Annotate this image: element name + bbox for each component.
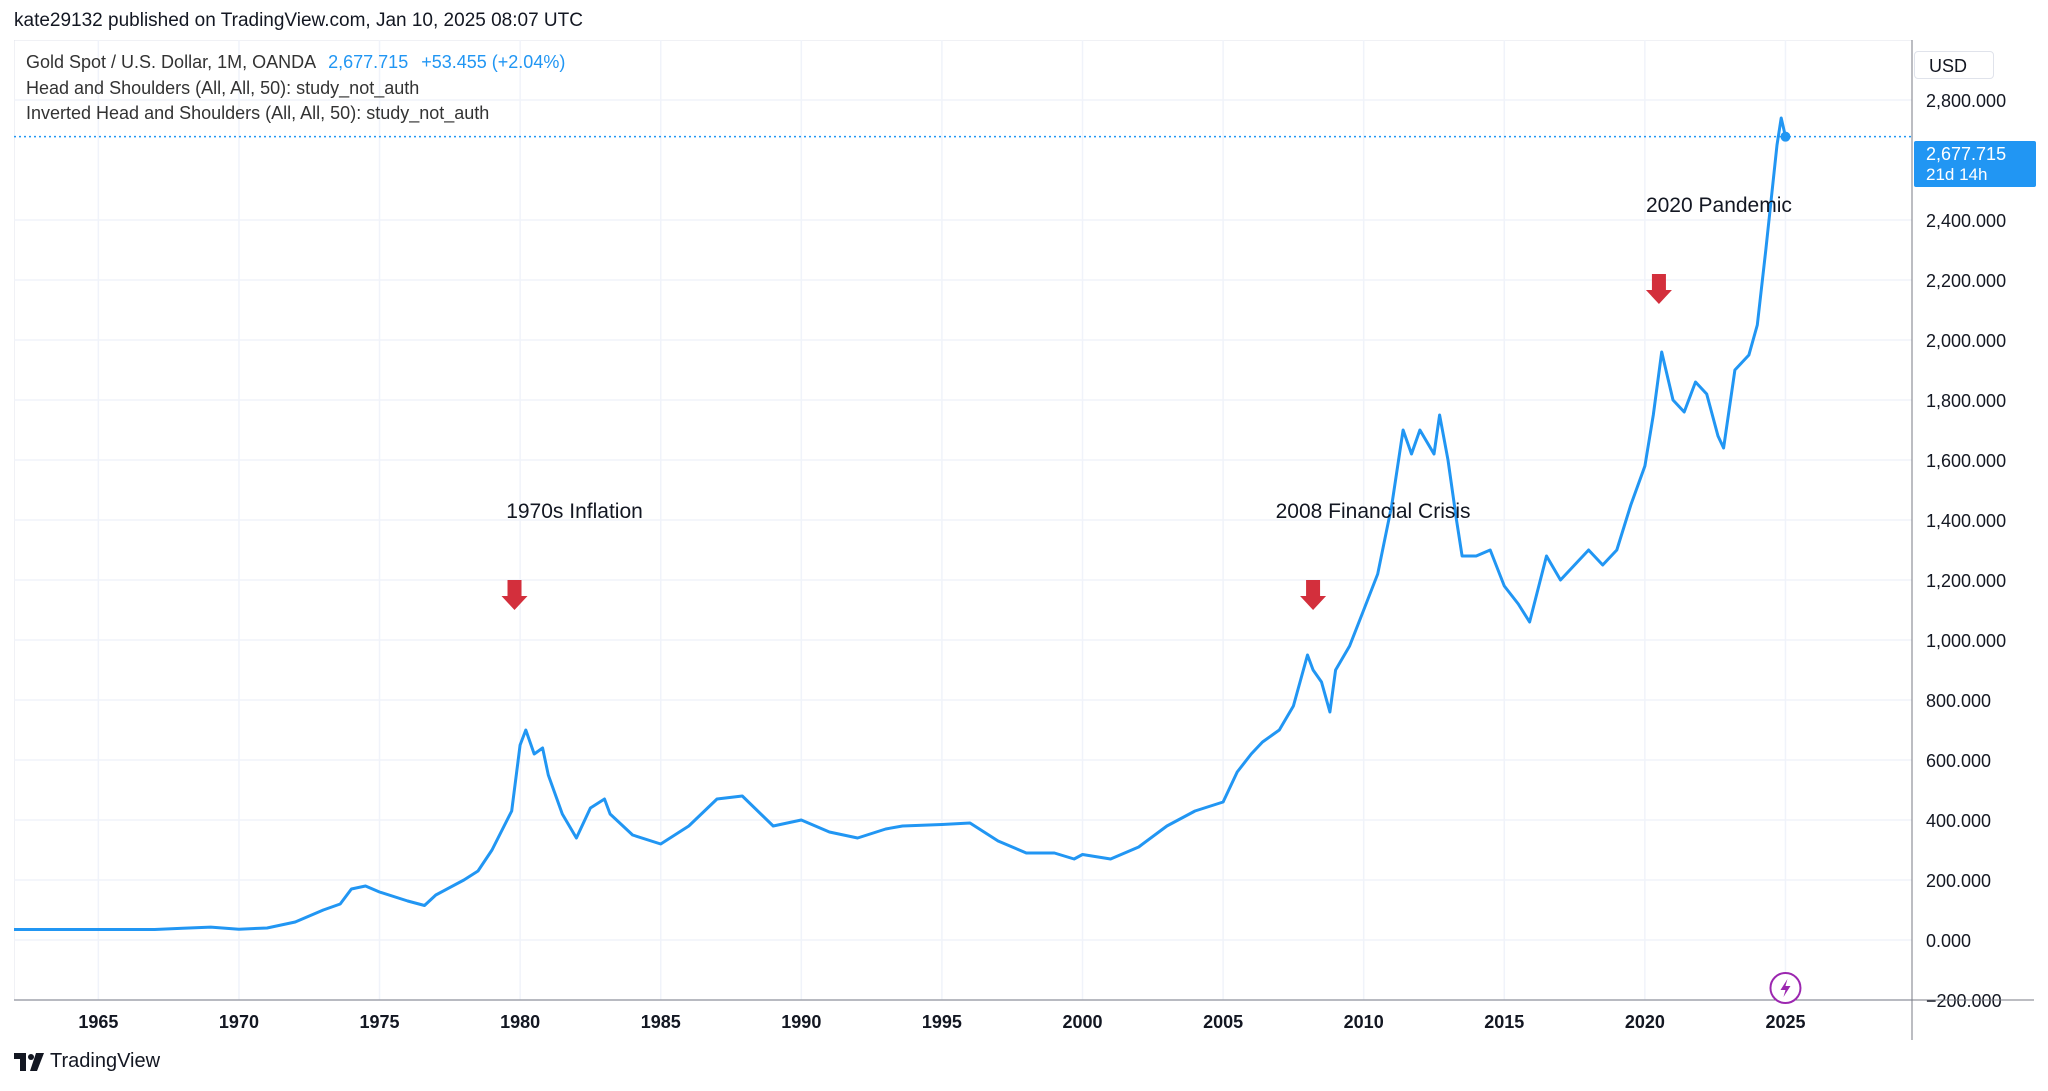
- x-tick-label: 2015: [1484, 1012, 1524, 1032]
- annotation-label[interactable]: 2020 Pandemic: [1645, 194, 1792, 217]
- y-tick-label: 1,200.000: [1926, 571, 2006, 591]
- price-change: +53.455 (+2.04%): [421, 52, 566, 72]
- annotation-label[interactable]: 2008 Financial Crisis: [1275, 500, 1471, 523]
- price-chart[interactable]: −200.000 0.000 200.000 400.000 600.000 800.00…: [14, 40, 2034, 1040]
- tradingview-logo-icon: [14, 1052, 44, 1071]
- y-tick-label: 1,000.000: [1926, 631, 2006, 651]
- x-tick-label: 1995: [922, 1012, 962, 1032]
- chart-frame: −200.000 0.000 200.000 400.000 600.000 800.00…: [14, 40, 2034, 1040]
- study-head-and-shoulders[interactable]: Head and Shoulders (All, All, 50): study…: [26, 78, 420, 98]
- x-tick-label: 2025: [1765, 1012, 1805, 1032]
- x-tick-label: 1965: [78, 1012, 118, 1032]
- price-series-line[interactable]: [14, 116, 1787, 931]
- y-tick-label: 2,400.000: [1926, 211, 2006, 231]
- legend-symbol-row[interactable]: Gold Spot / U.S. Dollar, 1M, OANDA 2,677…: [26, 52, 565, 73]
- last-price-label: 2,677.715 21d 14h: [1914, 141, 2036, 187]
- y-tick-label: 1,600.000: [1926, 451, 2006, 471]
- y-tick-label: 1,800.000: [1926, 391, 2006, 411]
- tradingview-logo[interactable]: TradingView: [14, 1050, 160, 1073]
- last-point-marker: [1780, 131, 1791, 142]
- study-inverted-head-and-shoulders[interactable]: Inverted Head and Shoulders (All, All, 5…: [26, 103, 490, 123]
- x-tick-label: 1970: [219, 1012, 259, 1032]
- x-tick-label: 2005: [1203, 1012, 1243, 1032]
- y-tick-label: 400.000: [1926, 811, 1991, 831]
- arrow-down-icon: [1645, 274, 1672, 304]
- x-tick-label: 1990: [781, 1012, 821, 1032]
- y-tick-label: 1,400.000: [1926, 511, 2006, 531]
- arrow-down-icon: [501, 580, 528, 610]
- last-price: 2,677.715: [328, 52, 409, 72]
- y-tick-label: 0.000: [1926, 931, 1971, 951]
- arrow-down-icon: [1300, 580, 1327, 610]
- bar-countdown: 21d 14h: [1926, 165, 1988, 184]
- currency-button[interactable]: USD: [1914, 51, 1994, 79]
- brand-name: TradingView: [50, 1050, 161, 1072]
- last-price-value: 2,677.715: [1926, 144, 2007, 164]
- y-tick-label: 800.000: [1926, 691, 1991, 711]
- y-tick-label: 2,000.000: [1926, 331, 2006, 351]
- x-tick-label: 1985: [641, 1012, 681, 1032]
- x-tick-label: 2010: [1344, 1012, 1384, 1032]
- y-tick-label: 2,200.000: [1926, 271, 2006, 291]
- x-tick-label: 1975: [360, 1012, 400, 1032]
- y-tick-label: 600.000: [1926, 751, 1991, 771]
- x-tick-label: 1980: [500, 1012, 540, 1032]
- annotation-label[interactable]: 1970s Inflation: [506, 500, 643, 523]
- x-tick-label: 2020: [1625, 1012, 1665, 1032]
- published-info: kate29132 published on TradingView.com, …: [14, 10, 583, 31]
- x-tick-label: 2000: [1062, 1012, 1102, 1032]
- y-tick-label: 2,800.000: [1926, 91, 2006, 111]
- y-tick-label: −200.000: [1926, 991, 2002, 1011]
- lightning-glyph: [1780, 979, 1791, 997]
- y-tick-label: 200.000: [1926, 871, 1991, 891]
- symbol-name[interactable]: Gold Spot / U.S. Dollar, 1M, OANDA: [26, 52, 316, 72]
